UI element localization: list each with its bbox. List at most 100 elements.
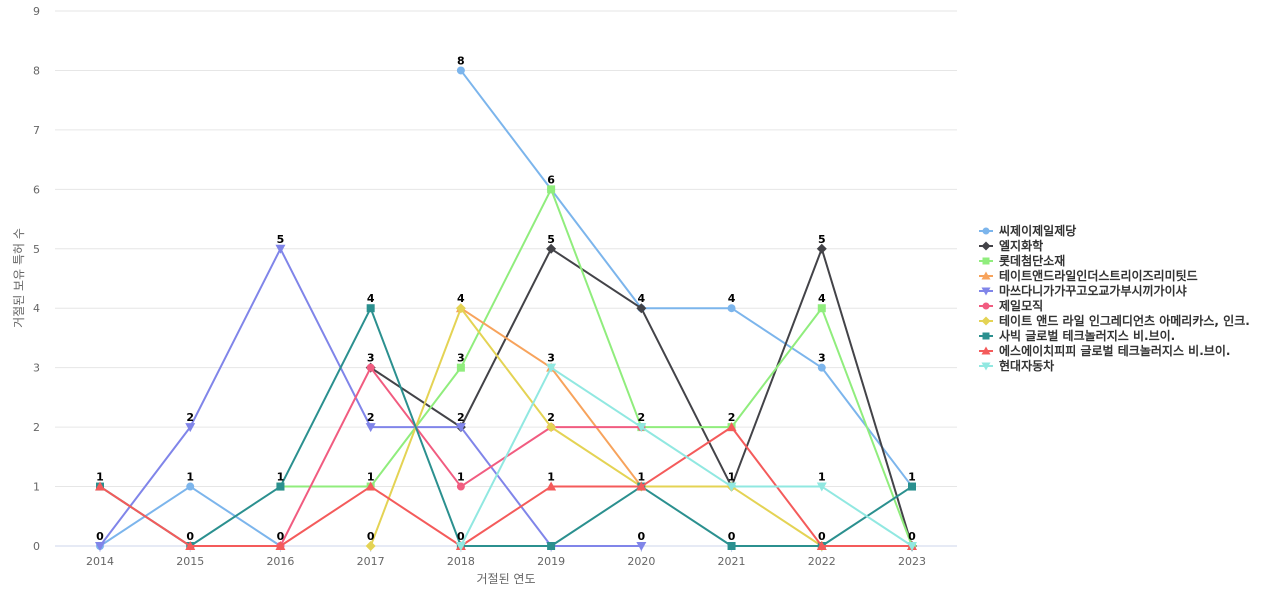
legend-marker[interactable] — [981, 316, 991, 326]
data-point[interactable] — [816, 482, 827, 492]
data-point[interactable] — [185, 423, 196, 433]
legend-item[interactable]: 테이트앤드라일인더스트리이즈리미팃드 — [979, 268, 1198, 283]
data-point[interactable] — [636, 542, 647, 551]
data-point[interactable] — [547, 542, 556, 550]
legend-item[interactable]: 제일모직 — [979, 298, 1043, 313]
data-point[interactable] — [547, 185, 556, 194]
data-label: 2 — [457, 411, 465, 424]
legend-marker[interactable] — [981, 346, 991, 355]
data-point[interactable] — [455, 303, 466, 314]
data-label: 0 — [728, 530, 736, 543]
data-label: 4 — [638, 292, 646, 305]
data-label: 0 — [457, 530, 465, 543]
data-label: 5 — [818, 233, 826, 246]
data-point[interactable] — [727, 304, 736, 313]
data-label: 1 — [547, 471, 555, 484]
legend-item[interactable]: 씨제이제일제당 — [979, 223, 1076, 238]
legend[interactable]: 씨제이제일제당엘지화학롯데첨단소재테이트앤드라일인더스트리이즈리미팃드마쓰다니가… — [979, 223, 1250, 373]
data-point[interactable] — [546, 422, 557, 433]
series-5 — [276, 363, 646, 550]
grid-lines — [55, 10, 957, 547]
x-axis-title: 거절된 연도 — [476, 572, 535, 586]
legend-marker[interactable] — [981, 287, 991, 296]
data-point[interactable] — [546, 481, 557, 491]
data-point[interactable] — [185, 541, 196, 550]
data-label: 6 — [547, 173, 555, 186]
data-point[interactable] — [186, 482, 195, 491]
legend-label: 제일모직 — [999, 298, 1043, 313]
y-axis: 0 1 2 3 4 5 6 7 8 9 — [33, 5, 40, 553]
legend-item[interactable]: 사빅 글로벌 테크놀러지스 비.브이. — [979, 328, 1175, 343]
data-point[interactable] — [455, 423, 466, 433]
series-line — [99, 307, 913, 547]
x-tick-label: 2017 — [357, 555, 385, 568]
data-label: 5 — [277, 233, 285, 246]
legend-marker[interactable] — [981, 362, 991, 371]
y-tick-label: 8 — [33, 64, 40, 77]
legend-item[interactable]: 에스에이치피피 글로벌 테크놀러지스 비.브이. — [979, 343, 1230, 358]
legend-item[interactable]: 엘지화학 — [979, 238, 1043, 253]
legend-marker[interactable] — [982, 257, 990, 265]
data-point[interactable] — [636, 423, 647, 433]
data-point[interactable] — [636, 303, 647, 314]
data-point[interactable] — [727, 542, 736, 550]
y-tick-label: 4 — [33, 302, 40, 315]
legend-item[interactable]: 테이트 앤드 라일 인그레디언츠 아메리카스, 인크. — [979, 313, 1250, 328]
y-tick-label: 2 — [33, 421, 40, 434]
x-tick-label: 2020 — [627, 555, 655, 568]
legend-marker[interactable] — [982, 332, 990, 340]
data-point[interactable] — [275, 244, 286, 254]
data-point[interactable] — [456, 66, 465, 75]
legend-label: 에스에이치피피 글로벌 테크놀러지스 비.브이. — [999, 343, 1230, 358]
data-point[interactable] — [366, 304, 375, 313]
legend-marker[interactable] — [982, 302, 990, 310]
data-point[interactable] — [365, 481, 376, 491]
legend-item[interactable]: 현대자동차 — [979, 358, 1054, 373]
data-point[interactable] — [95, 481, 105, 491]
legend-item[interactable]: 마쓰다니가가꾸고오교가부시끼가이샤 — [979, 283, 1187, 298]
data-label: 1 — [277, 471, 285, 484]
legend-label: 사빅 글로벌 테크놀러지스 비.브이. — [999, 328, 1175, 343]
data-label: 4 — [367, 292, 375, 305]
data-point[interactable] — [456, 363, 465, 372]
data-point[interactable] — [275, 541, 286, 550]
series-9 — [455, 363, 917, 551]
data-label: 0 — [908, 530, 916, 543]
legend-marker[interactable] — [981, 271, 991, 280]
series-3 — [455, 303, 647, 491]
data-point[interactable] — [908, 482, 916, 491]
x-tick-label: 2019 — [537, 555, 565, 568]
data-point[interactable] — [365, 423, 376, 433]
data-point[interactable] — [365, 541, 376, 551]
data-point[interactable] — [816, 243, 827, 254]
data-point[interactable] — [455, 542, 466, 551]
data-point[interactable] — [816, 541, 827, 550]
legend-marker[interactable] — [981, 241, 991, 251]
data-point[interactable] — [95, 542, 105, 551]
data-point[interactable] — [636, 481, 647, 491]
x-tick-label: 2016 — [266, 555, 294, 568]
data-point[interactable] — [276, 482, 285, 491]
legend-label: 테이트 앤드 라일 인그레디언츠 아메리카스, 인크. — [999, 313, 1250, 328]
data-point[interactable] — [817, 304, 826, 313]
data-point[interactable] — [546, 243, 557, 254]
data-point[interactable] — [726, 482, 737, 492]
x-tick-label: 2014 — [86, 555, 114, 568]
data-point[interactable] — [546, 363, 557, 373]
data-label: 1 — [457, 471, 465, 484]
legend-marker[interactable] — [982, 227, 990, 235]
data-point[interactable] — [726, 422, 737, 432]
data-label: 2 — [367, 411, 375, 424]
x-tick-label: 2015 — [176, 555, 204, 568]
data-point[interactable] — [456, 482, 465, 491]
legend-label: 테이트앤드라일인더스트리이즈리미팃드 — [999, 268, 1198, 283]
data-point[interactable] — [817, 363, 826, 372]
data-point[interactable] — [907, 542, 917, 551]
x-tick-label: 2023 — [898, 555, 926, 568]
data-point[interactable] — [366, 363, 375, 372]
data-label: 1 — [728, 471, 736, 484]
legend-item[interactable]: 롯데첨단소재 — [979, 253, 1065, 268]
series-line — [460, 307, 643, 488]
data-label: 0 — [277, 530, 285, 543]
